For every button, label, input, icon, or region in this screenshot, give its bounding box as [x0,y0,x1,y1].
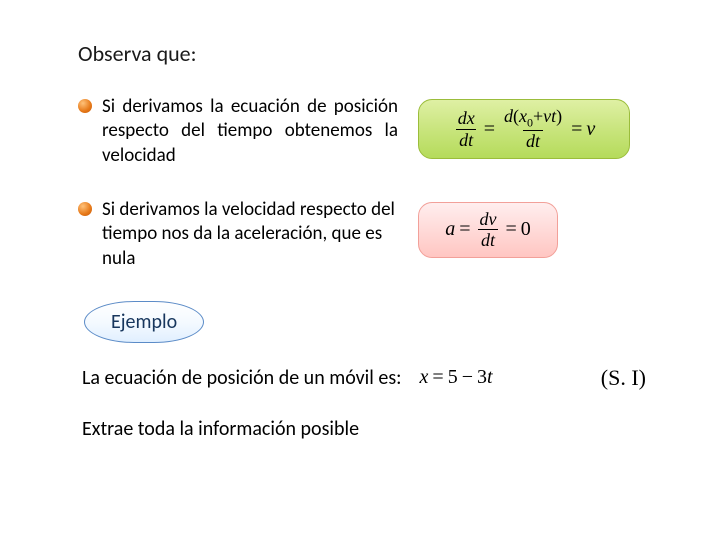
slide-content: Observa que: Si derivamos la ecuación de… [0,0,720,507]
bullet-icon [78,99,92,113]
example-text: La ecuación de posición de un móvil es: [82,366,402,390]
inline-formula: x=5−3t [420,366,493,389]
bullet-text: Si derivamos la velocidad respecto del t… [102,198,398,271]
bullet-text-wrap: Si derivamos la velocidad respecto del t… [78,198,398,271]
heading: Observa que: [78,40,650,67]
bullet-text-wrap: Si derivamos la ecuación de posición res… [78,95,398,168]
formula-box-2: a=dvdt=0 [418,202,558,258]
example-line-2: Extrae toda la información posible [82,417,650,441]
bullet-item-1: Si derivamos la ecuación de posición res… [78,95,650,168]
formula-box-1: dxdt=d(x0+vt)dt=v [418,99,630,159]
example-badge: Ejemplo [84,301,204,343]
bullet-text: Si derivamos la ecuación de posición res… [102,95,398,168]
example-line-1: La ecuación de posición de un móvil es: … [82,365,650,391]
bullet-item-2: Si derivamos la velocidad respecto del t… [78,198,650,271]
bullet-icon [78,202,92,216]
si-units: (S. I) [601,365,650,391]
